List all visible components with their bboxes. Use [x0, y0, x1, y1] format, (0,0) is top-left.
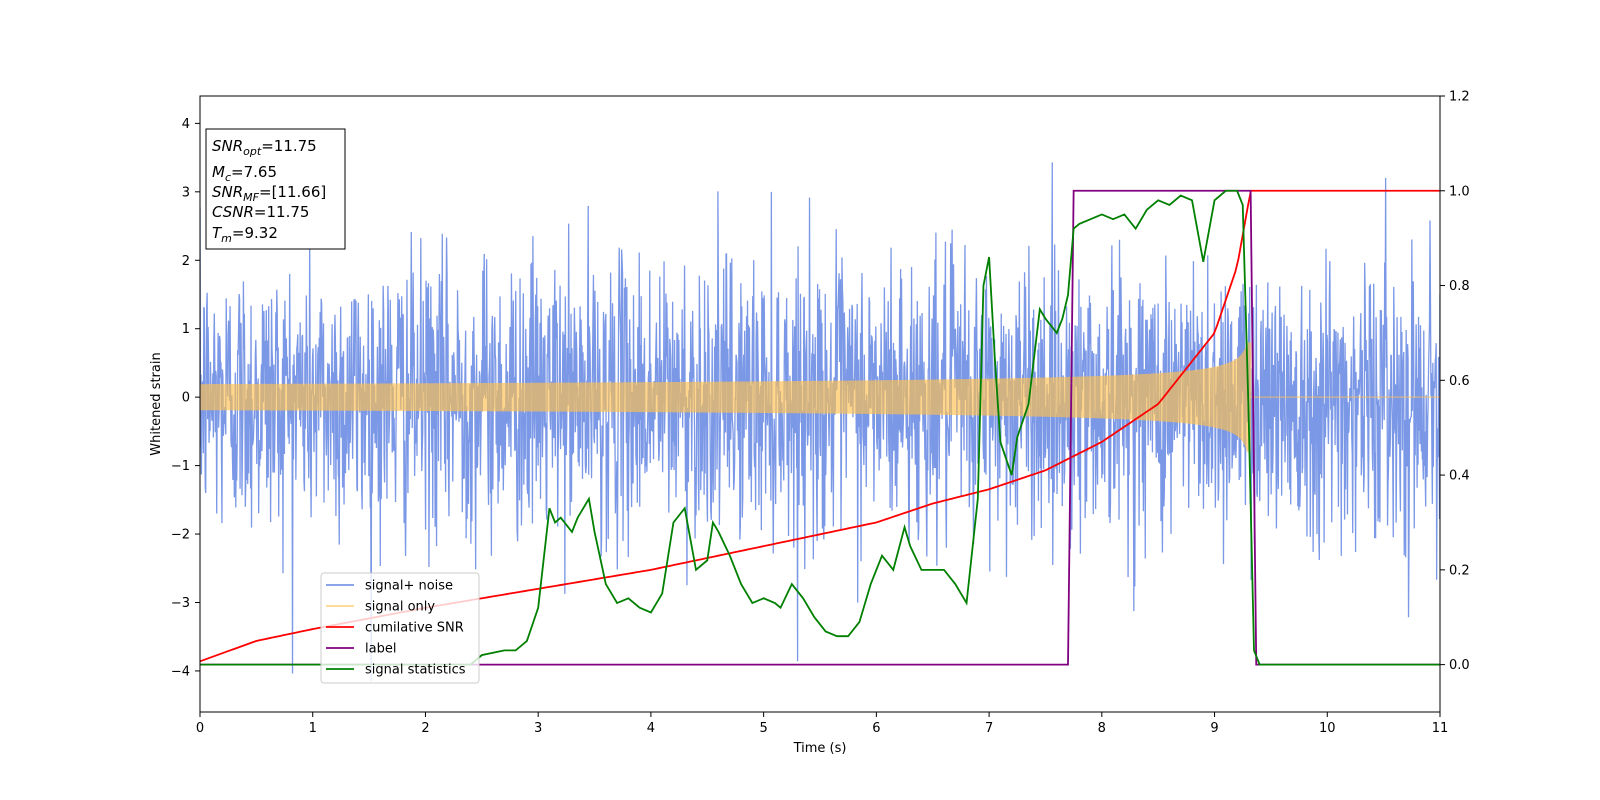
- x-tick-label: 4: [647, 721, 655, 736]
- x-tick-label: 2: [421, 721, 429, 736]
- legend-label: signal+ noise: [365, 579, 453, 594]
- x-axis-label: Time (s): [793, 741, 847, 756]
- series-signal-only: [200, 342, 1440, 452]
- y-right-tick-label: 1.2: [1449, 90, 1470, 105]
- x-tick-label: 5: [759, 721, 767, 736]
- legend-label: label: [365, 642, 396, 657]
- series-signal-statistics: [200, 189, 1440, 666]
- y-right-tick-label: 0.2: [1449, 563, 1470, 578]
- plot-frame: [199, 95, 1441, 713]
- x-tick-label: 7: [985, 721, 993, 736]
- x-tick-label: 3: [534, 721, 542, 736]
- x-tick-label: 9: [1210, 721, 1218, 736]
- y-left-tick-label: 2: [182, 254, 190, 269]
- y-left-tick-label: 4: [182, 117, 190, 132]
- info-box-line: CSNR=11.75: [212, 203, 309, 221]
- info-box-line: SNRMF=[11.66]: [212, 183, 326, 204]
- y-right-tick-label: 0.4: [1449, 469, 1470, 484]
- y-left-tick-label: −4: [171, 664, 190, 679]
- y-left-tick-label: −1: [171, 459, 190, 474]
- y-left-tick-label: 1: [182, 322, 190, 337]
- info-box: SNRopt=11.75 Mc=7.65SNRMF=[11.66]CSNR=11.…: [205, 128, 346, 250]
- y-left-tick-label: −2: [171, 528, 190, 543]
- x-tick-label: 1: [309, 721, 317, 736]
- info-box-line: SNRopt=11.75: [212, 137, 317, 158]
- legend-label: cumilative SNR: [365, 621, 464, 636]
- y-axis-label-left: Whitened strain: [149, 352, 164, 455]
- y-left-tick-label: 3: [182, 185, 190, 200]
- legend: signal+ noise signal only cumilative SNR la…: [320, 572, 480, 684]
- x-tick-label: 6: [872, 721, 880, 736]
- x-tick-label: 11: [1432, 721, 1449, 736]
- y-right-tick-label: 0.0: [1449, 658, 1470, 673]
- y-left-tick-label: 0: [182, 391, 190, 406]
- info-box-line: Mc=7.65: [212, 163, 277, 184]
- y-left-tick-label: −3: [171, 596, 190, 611]
- y-right-tick-label: 1.0: [1449, 184, 1470, 199]
- x-tick-label: 10: [1319, 721, 1336, 736]
- legend-label: signal only: [365, 600, 435, 615]
- x-tick-label: 8: [1098, 721, 1106, 736]
- x-tick-label: 0: [196, 721, 204, 736]
- legend-label: signal statistics: [365, 663, 466, 678]
- y-right-tick-label: 0.6: [1449, 374, 1470, 389]
- y-right-tick-label: 0.8: [1449, 279, 1470, 294]
- info-box-line: Tm=9.32: [212, 224, 278, 245]
